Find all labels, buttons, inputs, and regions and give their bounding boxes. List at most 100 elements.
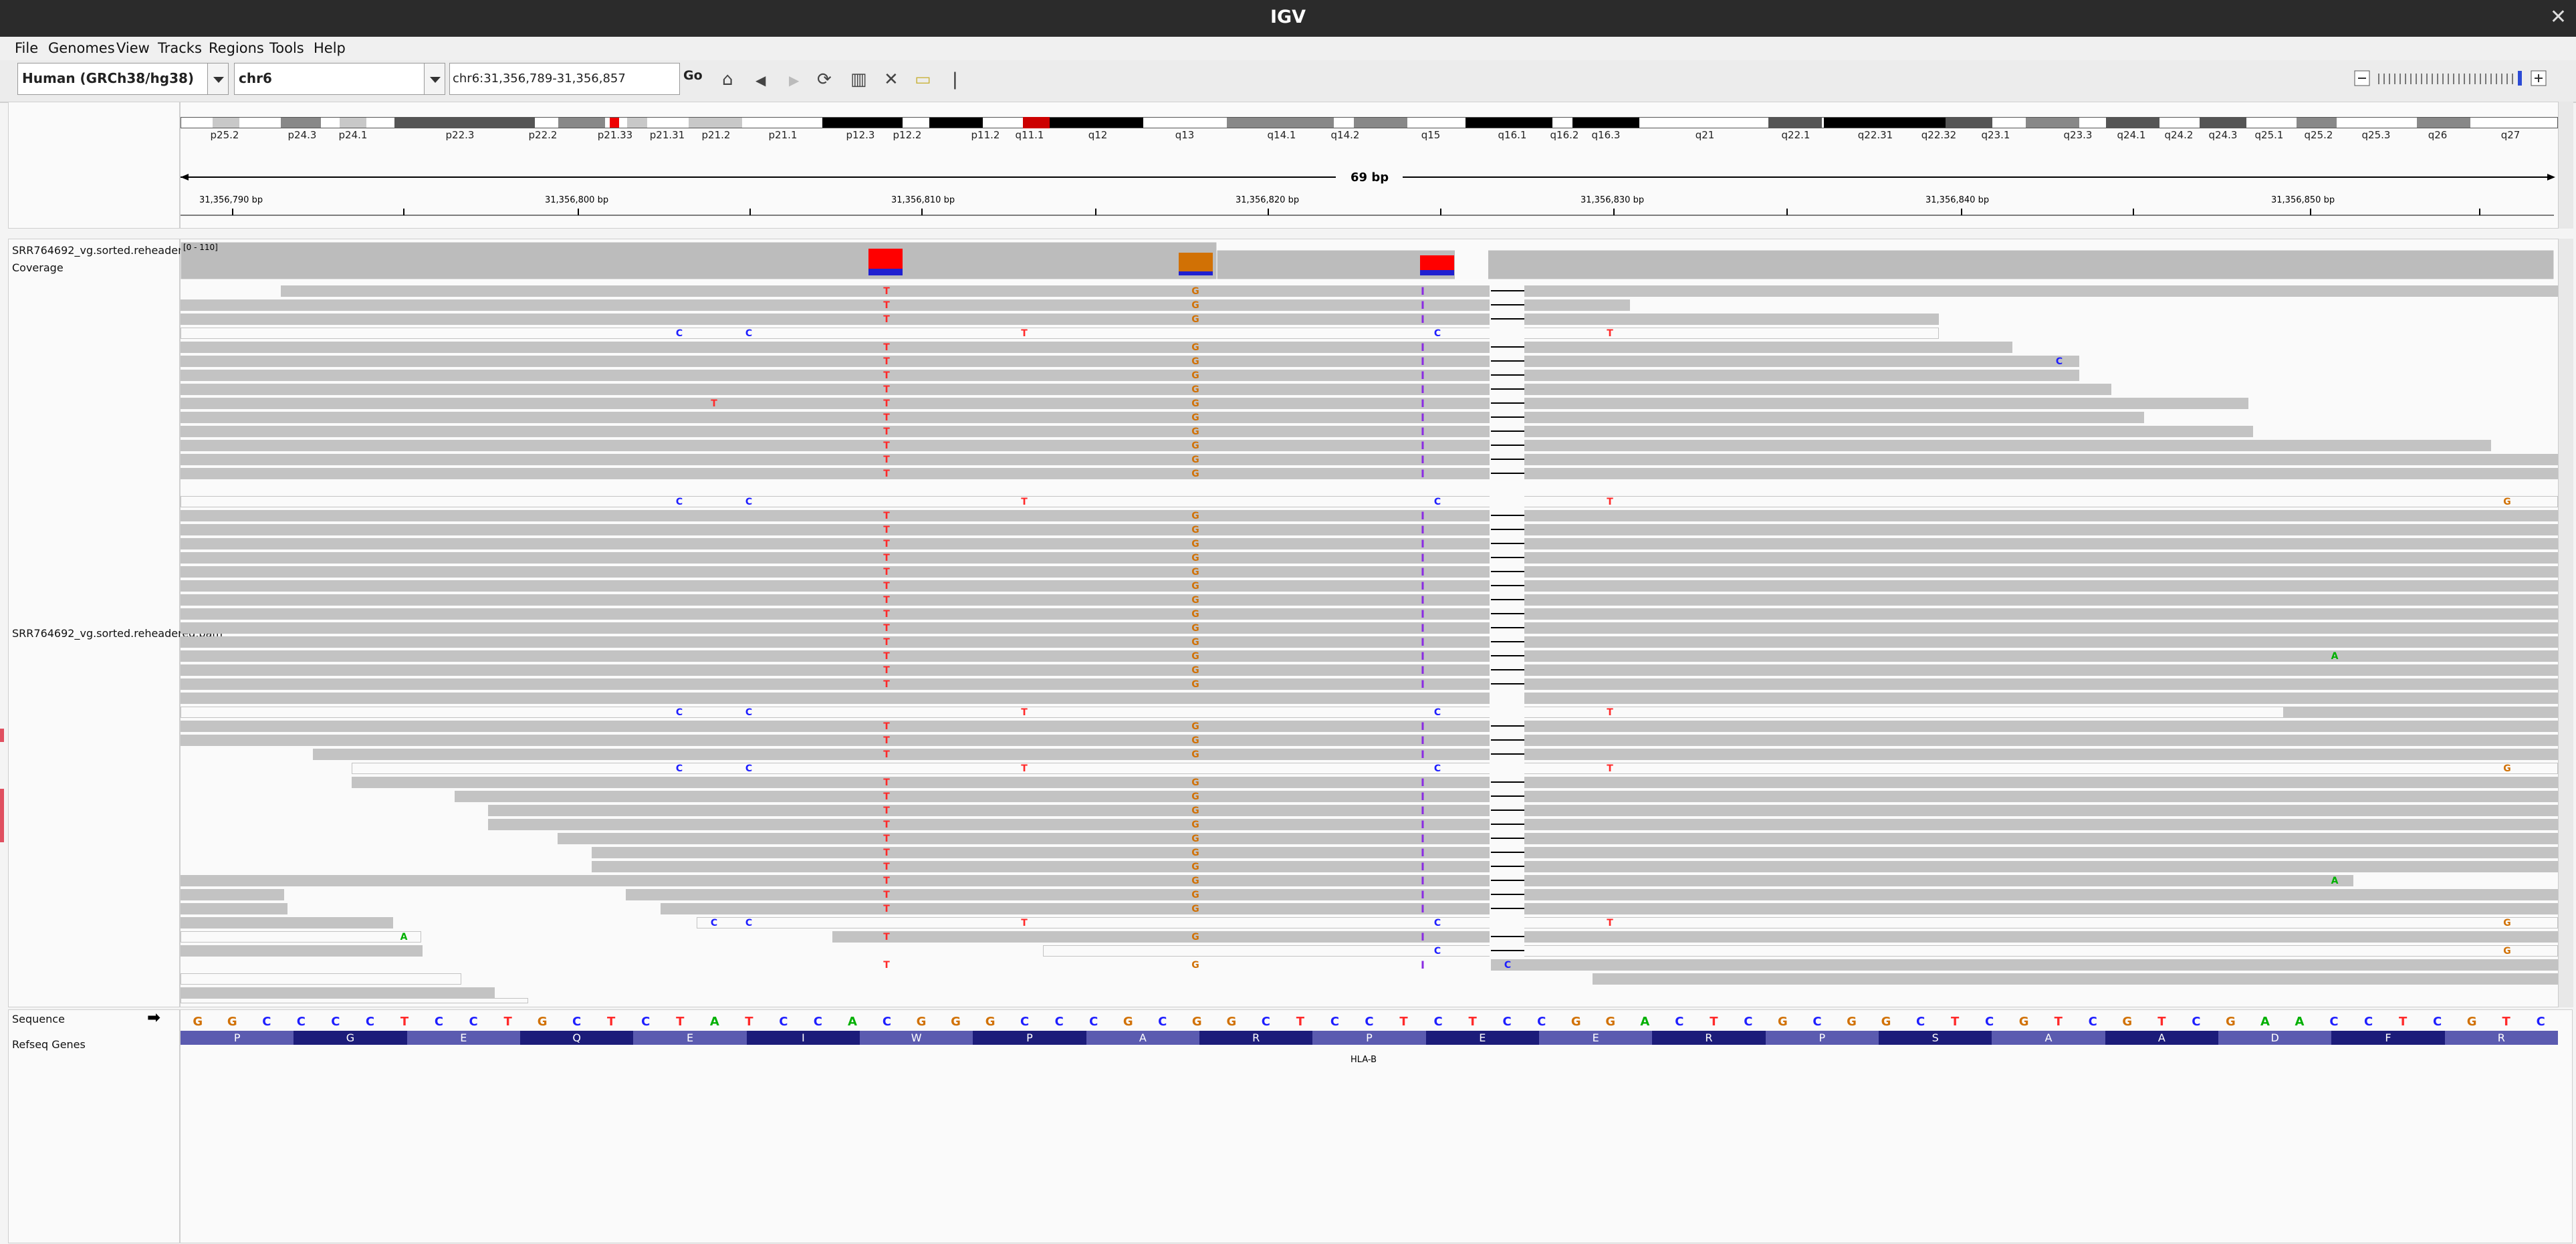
svg-text:G: G: [1191, 567, 1199, 578]
chevron-down-icon[interactable]: [424, 64, 445, 94]
data-scrollbar[interactable]: [2558, 239, 2573, 1007]
read[interactable]: [213, 721, 2558, 732]
chromosome-select[interactable]: chr6: [234, 63, 445, 95]
coverage-track-label[interactable]: SRR764692_vg.sorted.reheadered.bam Cover…: [12, 244, 223, 274]
read[interactable]: [181, 356, 2079, 367]
read[interactable]: [592, 847, 2558, 858]
read[interactable]: [181, 342, 2012, 353]
read[interactable]: [313, 749, 2558, 760]
alignment-track[interactable]: [181, 242, 2558, 1003]
read[interactable]: [181, 468, 2558, 479]
read[interactable]: [181, 903, 287, 914]
read[interactable]: [181, 454, 2558, 465]
read[interactable]: [181, 398, 2248, 409]
read[interactable]: [352, 763, 2558, 774]
genome-select[interactable]: Human (GRCh38/hg38): [17, 63, 229, 95]
forward-icon[interactable]: ▶: [789, 72, 800, 88]
read[interactable]: [181, 917, 393, 928]
read[interactable]: [181, 496, 2558, 507]
read[interactable]: [181, 370, 2079, 381]
coverage-track[interactable]: [181, 242, 2558, 282]
menu-tracks[interactable]: Tracks: [158, 40, 202, 56]
chromosome-ideogram[interactable]: [181, 117, 2558, 128]
svg-text:T: T: [1607, 707, 1613, 718]
read[interactable]: [592, 861, 2558, 872]
resize-icon[interactable]: ✕: [884, 70, 899, 90]
locus-input[interactable]: chr6:31,356,789-31,356,857: [449, 63, 680, 95]
read[interactable]: [1593, 973, 2558, 985]
svg-text:G: G: [1191, 862, 1199, 872]
strand-arrow-icon[interactable]: ➡: [147, 1008, 161, 1027]
svg-text:I: I: [1421, 818, 1425, 831]
back-icon[interactable]: ◀: [755, 72, 766, 88]
header-scrollbar[interactable]: [2558, 102, 2573, 229]
ideogram-band: [2297, 117, 2337, 128]
read[interactable]: [832, 931, 2558, 943]
region-of-interest-icon[interactable]: ▥: [850, 70, 867, 90]
read[interactable]: [181, 875, 2353, 886]
close-icon[interactable]: ✕: [2549, 5, 2567, 29]
band-label: q24.1: [2117, 129, 2146, 141]
chevron-down-icon[interactable]: [207, 64, 228, 94]
svg-text:G: G: [2503, 763, 2511, 774]
read[interactable]: [181, 945, 423, 957]
read[interactable]: [181, 594, 2558, 606]
read[interactable]: [181, 678, 2558, 690]
read[interactable]: [181, 510, 2558, 521]
read[interactable]: [181, 426, 2253, 437]
menu-genomes[interactable]: Genomes: [48, 40, 115, 56]
home-icon[interactable]: ⌂: [722, 70, 733, 90]
read[interactable]: [1043, 945, 2558, 957]
read[interactable]: [181, 622, 2558, 634]
read[interactable]: [558, 833, 2558, 844]
read[interactable]: [181, 608, 2558, 620]
sequence-track-label[interactable]: Sequence: [12, 1013, 65, 1025]
read[interactable]: [697, 917, 2558, 928]
read[interactable]: [181, 987, 495, 999]
gene-name-label[interactable]: HLA-B: [1351, 1055, 1377, 1065]
read[interactable]: [181, 889, 284, 900]
read[interactable]: [181, 693, 2558, 704]
read[interactable]: [181, 524, 2558, 535]
svg-text:G: G: [1191, 469, 1199, 479]
sequence-base: T: [2054, 1015, 2063, 1029]
read[interactable]: [181, 384, 2111, 395]
read[interactable]: [181, 650, 2558, 662]
menu-view[interactable]: View: [116, 40, 150, 56]
read[interactable]: [1491, 959, 2558, 971]
read[interactable]: [181, 440, 2491, 451]
ruler[interactable]: [181, 167, 2558, 221]
refseq-track-label[interactable]: Refseq Genes: [12, 1038, 86, 1051]
ideogram-band: [1824, 117, 1978, 128]
menu-regions[interactable]: Regions: [209, 40, 264, 56]
read[interactable]: [181, 580, 2558, 592]
read[interactable]: [181, 973, 461, 985]
svg-text:T: T: [1607, 763, 1613, 774]
refresh-icon[interactable]: ⟳: [817, 70, 832, 90]
alignment-track-label[interactable]: SRR764692_vg.sorted.reheadered.bam: [12, 627, 223, 640]
read[interactable]: [352, 777, 2558, 788]
read[interactable]: [626, 889, 2558, 900]
menu-help[interactable]: Help: [314, 40, 346, 56]
sequence-base: T: [1710, 1015, 1718, 1029]
read[interactable]: [181, 735, 2558, 746]
go-button[interactable]: Go: [683, 68, 703, 83]
zoom-slider[interactable]: [2353, 67, 2554, 91]
menu-tools[interactable]: Tools: [269, 40, 304, 56]
read[interactable]: [181, 412, 2144, 423]
read[interactable]: [181, 664, 2558, 676]
menu-file[interactable]: File: [15, 40, 39, 56]
sequence-base: C: [779, 1015, 788, 1029]
read[interactable]: [181, 931, 421, 943]
read[interactable]: [181, 707, 2284, 718]
read[interactable]: [181, 636, 2558, 648]
read[interactable]: [661, 903, 2558, 914]
read[interactable]: [181, 538, 2558, 549]
read[interactable]: [181, 566, 2558, 578]
read[interactable]: [181, 998, 528, 1003]
read[interactable]: [181, 299, 1630, 311]
read[interactable]: [181, 552, 2558, 564]
read[interactable]: [281, 285, 2558, 297]
popup-info-icon[interactable]: ▭: [915, 70, 931, 90]
